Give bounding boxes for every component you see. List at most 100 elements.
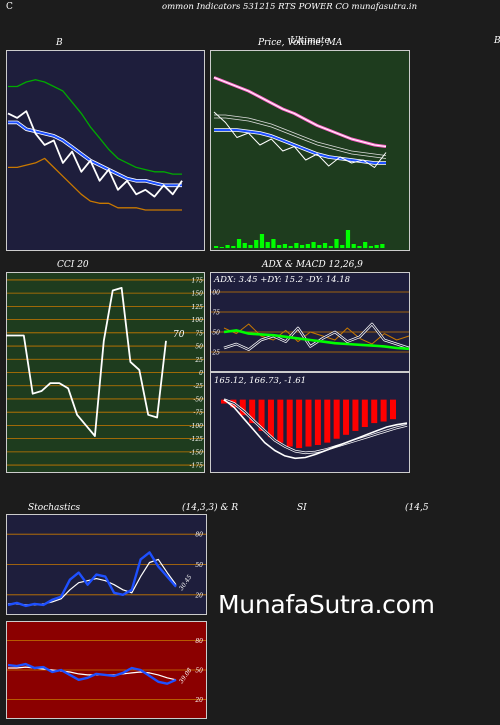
bollinger-upper-line [8, 79, 182, 175]
rsi-tick-20: 20 [194, 697, 203, 704]
bollinger-chart [6, 50, 205, 251]
cci-tick-175: 175 [192, 277, 204, 284]
price-volume-ma-chart [210, 50, 410, 251]
stoch-title-right-a: SI [297, 503, 307, 513]
adx-plus-di-line-inner [223, 323, 410, 351]
volume-bar-19 [322, 243, 328, 248]
cci-tick-125: 125 [192, 304, 204, 311]
macd-hist-bar-13 [343, 399, 350, 435]
macd-hist-bar-7 [286, 399, 293, 447]
bollinger-lower-line [8, 157, 182, 211]
volume-bar-11 [277, 245, 282, 248]
volume-bar-17 [311, 242, 316, 248]
bollinger-price-line [7, 110, 183, 198]
cci-tick--50: -50 [193, 396, 203, 403]
cci-last-label: 70 [173, 330, 185, 340]
volume-bar-28 [374, 245, 379, 248]
macd-hist-bar-14 [352, 399, 359, 431]
cci-tick-100: 100 [192, 317, 204, 324]
adx-macd-title: ADX & MACD 12,26,9 [262, 260, 363, 270]
page-header-title: ommon Indicators 531215 RTS POWER CO mun… [162, 2, 418, 12]
volume-bar-4 [236, 239, 242, 248]
volume-bar-15 [300, 245, 305, 248]
price-line [213, 111, 387, 168]
cci-tick-0: 0 [199, 370, 203, 377]
stoch-title-left: Stochastics [28, 503, 81, 513]
munafasutra-logo: MunafaSutra.com [218, 590, 435, 619]
macd-hist-bar-10 [314, 399, 321, 445]
volume-bar-24 [351, 244, 356, 248]
volume-bar-25 [357, 246, 362, 248]
adx-readout: ADX: 3.45 +DY: 15.2 -DY: 14.18 [214, 275, 351, 285]
macd-hist-bar-18 [390, 399, 396, 420]
volume-bar-0 [214, 246, 219, 248]
cci-tick--125: -125 [190, 436, 204, 443]
macd-signal-line-inner [223, 399, 408, 454]
rsi-tick-50: 50 [195, 668, 203, 675]
macd-hist-bar-8 [296, 399, 303, 449]
macd-hist-bar-4 [258, 399, 265, 431]
stoch-k-line [7, 551, 177, 608]
macd-readout: 165.12, 166.73, -1.61 [214, 376, 307, 386]
cci-tick-50: 50 [195, 344, 203, 351]
price-ma-title-overlap: Ultimate [290, 36, 330, 46]
macd-line [223, 398, 408, 460]
macd-hist-bar-16 [371, 399, 378, 424]
volume-bar-9 [265, 242, 270, 248]
macd-hist-bar-15 [361, 399, 368, 427]
volume-bar-3 [231, 246, 236, 248]
adx-tick-50: 50 [212, 330, 220, 337]
cci-chart: 175 150 125 100 75 50 25 0 -25 -50 -75 -100 -125 -150… [6, 272, 205, 473]
price-ma-title: Price, Volume, MA [258, 38, 343, 48]
volume-bar-18 [317, 245, 322, 248]
rsi-line [7, 662, 177, 685]
stoch-tick-20: 20 [194, 592, 203, 599]
volume-bar-5 [242, 243, 247, 248]
cci-tick--25: -25 [193, 383, 203, 390]
macd-hist-bar-5 [267, 399, 274, 438]
header-letter-right: B [494, 36, 500, 46]
macd-chart [210, 372, 410, 473]
cci-line [6, 286, 167, 437]
ma-upper-line [213, 77, 387, 147]
rsi-tick-80: 80 [195, 638, 203, 645]
cci-tick--75: -75 [193, 410, 203, 417]
adx-line [223, 329, 410, 351]
macd-hist-bar-6 [277, 399, 284, 443]
adx-tick-100: 100 [210, 290, 220, 297]
cci-tick-75: 75 [195, 330, 203, 337]
volume-bar-26 [363, 242, 368, 248]
adx-tick-75: 75 [212, 310, 220, 317]
volume-bar-6 [248, 245, 253, 248]
stoch-tick-50: 50 [195, 562, 203, 569]
cci-title: CCI 20 [57, 260, 89, 270]
volume-bar-2 [225, 245, 230, 248]
adx-tick-25: 25 [211, 350, 220, 357]
volume-bar-12 [282, 244, 287, 248]
bollinger-title: B [56, 38, 63, 48]
bollinger-middle-line [8, 121, 182, 187]
volume-bar-10 [271, 239, 276, 248]
macd-hist-bar-3 [249, 399, 256, 424]
cci-tick--150: -150 [190, 449, 204, 456]
cci-tick-150: 150 [192, 291, 204, 298]
volume-bar-16 [305, 244, 310, 248]
stoch-title-right-b: (14,5 [405, 503, 429, 513]
volume-bar-27 [368, 246, 373, 248]
panel-background [6, 50, 205, 251]
cci-tick--175: -175 [190, 463, 204, 470]
macd-hist-bar-12 [333, 399, 340, 439]
volume-bar-1 [219, 247, 224, 248]
ma-mid-line-b [214, 117, 387, 159]
macd-hist-bar-9 [305, 399, 312, 447]
volume-bar-8 [259, 234, 265, 248]
macd-hist-bar-2 [239, 399, 246, 416]
ma-mid-line-a [214, 114, 387, 156]
cci-tick-25: 25 [194, 357, 203, 364]
header-letter-left: C [6, 2, 13, 12]
volume-bar-13 [288, 246, 293, 248]
macd-hist-bar-0 [221, 399, 227, 404]
stoch-title-mid: (14,3,3) & R [182, 503, 239, 513]
adx-minus-di-line [223, 323, 410, 345]
